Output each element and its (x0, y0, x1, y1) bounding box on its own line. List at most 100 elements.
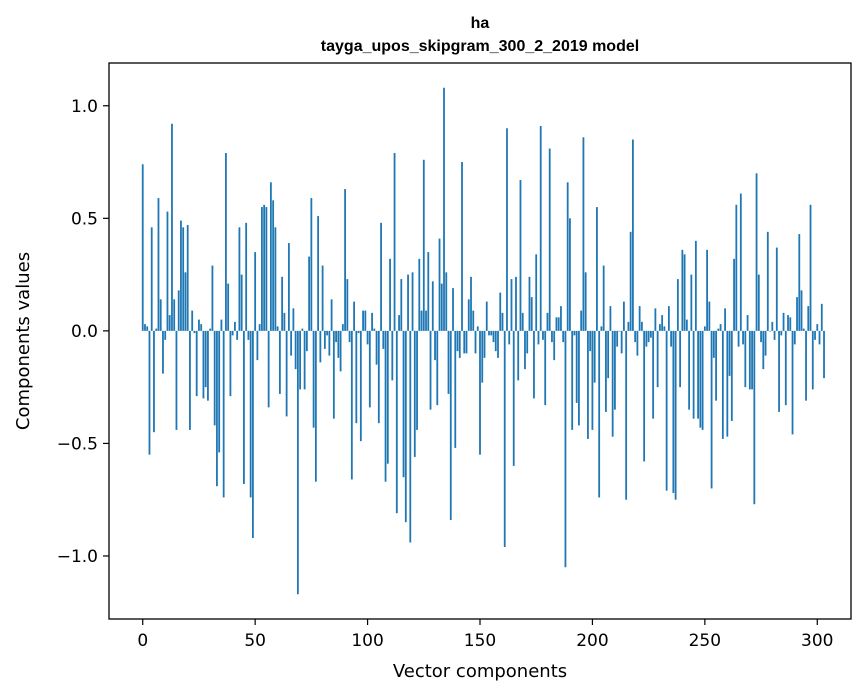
bar-207 (607, 330, 610, 379)
bar-94 (353, 301, 355, 331)
bar-46 (245, 222, 248, 331)
bar-151 (481, 330, 484, 383)
bar-260 (726, 330, 729, 437)
bar-180 (546, 312, 549, 331)
bar-82 (326, 330, 328, 336)
bar-282 (775, 247, 778, 331)
bar-58 (272, 200, 275, 331)
bar-97 (359, 330, 362, 442)
bar-172 (528, 276, 531, 331)
bar-204 (600, 326, 603, 331)
bar-183 (553, 330, 556, 361)
bar-70 (299, 330, 302, 390)
bar-175 (535, 254, 538, 331)
bar-171 (526, 330, 529, 354)
bar-61 (278, 330, 281, 394)
bar-26 (200, 324, 203, 331)
bar-135 (445, 272, 448, 331)
bar-126 (425, 310, 427, 331)
bar-93 (350, 330, 353, 480)
bar-92 (348, 330, 351, 343)
bar-102 (371, 312, 373, 331)
bar-77 (314, 330, 317, 482)
bar-272 (753, 330, 756, 505)
bar-142 (461, 162, 463, 331)
bar-43 (238, 227, 241, 331)
bar-259 (724, 308, 726, 331)
bar-57 (269, 182, 272, 331)
bar-13 (171, 123, 173, 331)
bar-150 (479, 330, 481, 455)
bar-25 (198, 319, 200, 331)
bar-16 (177, 290, 180, 331)
bar-265 (737, 330, 740, 347)
bar-197 (584, 272, 587, 331)
bar-33 (216, 330, 218, 487)
bar-156 (492, 330, 495, 343)
bar-89 (341, 324, 344, 331)
bar-158 (497, 330, 499, 358)
bar-212 (618, 330, 621, 332)
bar-302 (820, 303, 823, 331)
bar-66 (290, 330, 293, 356)
bar-136 (447, 330, 450, 394)
bar-296 (807, 306, 810, 331)
bar-72 (303, 330, 306, 390)
bar-138 (452, 288, 454, 331)
bar-198 (587, 330, 589, 439)
bar-210 (614, 330, 616, 410)
bar-301 (818, 330, 821, 345)
bar-96 (357, 330, 360, 334)
bar-211 (616, 330, 619, 347)
bar-137 (449, 330, 452, 520)
bar-44 (240, 274, 243, 331)
bar-284 (780, 330, 783, 336)
bar-277 (764, 330, 767, 356)
bar-230 (658, 324, 661, 331)
bar-218 (632, 139, 634, 331)
bar-133 (440, 283, 443, 331)
bar-120 (411, 272, 414, 331)
bar-196 (582, 137, 585, 331)
bar-290 (793, 330, 796, 345)
bar-251 (706, 249, 708, 331)
bar-37 (225, 153, 227, 331)
bar-205 (602, 265, 605, 331)
bar-116 (402, 330, 405, 478)
bar-95 (355, 330, 358, 424)
bar-235 (670, 330, 673, 347)
bar-101 (368, 330, 371, 408)
y-axis-label: Components values (13, 252, 34, 430)
bar-253 (710, 330, 713, 489)
bar-208 (609, 306, 612, 331)
bar-131 (436, 330, 439, 406)
bar-168 (519, 180, 522, 331)
bar-155 (490, 330, 493, 336)
bar-30 (209, 328, 212, 331)
bar-83 (328, 330, 331, 356)
bar-39 (229, 330, 232, 397)
bar-303 (823, 330, 825, 379)
bar-238 (676, 279, 679, 331)
y-axis-ticks: −1.0 −0.5 0.0 0.5 1.0 (57, 97, 109, 567)
bar-20 (186, 225, 189, 331)
bar-247 (697, 330, 699, 419)
bar-85 (332, 330, 335, 419)
bar-289 (791, 330, 794, 435)
bar-297 (809, 204, 812, 331)
bar-10 (164, 330, 167, 340)
bar-27 (202, 330, 205, 399)
y-tick-label: −0.5 (57, 434, 98, 454)
bar-56 (267, 330, 270, 408)
bar-288 (789, 317, 792, 331)
bar-88 (339, 330, 342, 372)
bar-64 (285, 330, 288, 417)
chart-title: ha (471, 15, 490, 32)
bar-23 (193, 330, 196, 334)
bar-193 (575, 330, 578, 403)
bar-161 (503, 330, 506, 547)
bar-264 (735, 204, 738, 331)
y-tick-label: 1.0 (71, 97, 98, 117)
bar-228 (654, 308, 657, 331)
x-axis-ticks: 0 50 100 150 200 250 300 (137, 619, 833, 651)
